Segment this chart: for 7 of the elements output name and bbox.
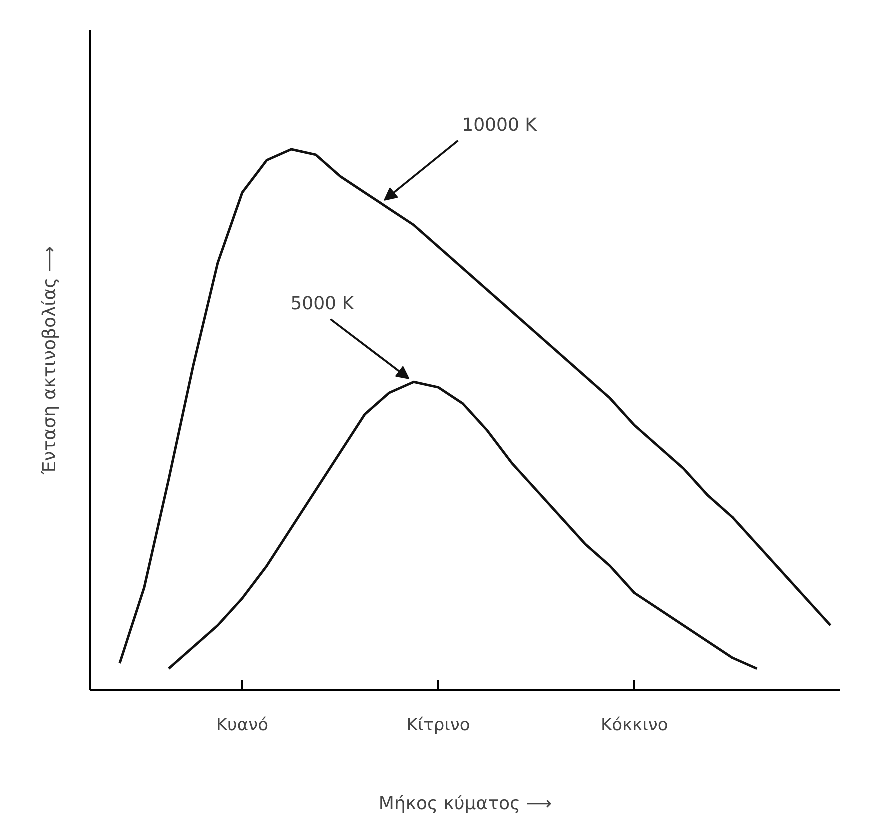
x-tick-label: Κόκκινο [601,716,668,736]
annotation: 5000 K [290,293,356,314]
x-tick-label: Κίτρινο [406,716,470,736]
y-axis-title: Ένταση ακτινοβολίας ⟶ [40,246,60,476]
x-tick-label: Κυανό [216,716,269,736]
x-axis-title: Μήκος κύματος ⟶ [378,794,552,814]
text: 10000 K [462,114,538,136]
